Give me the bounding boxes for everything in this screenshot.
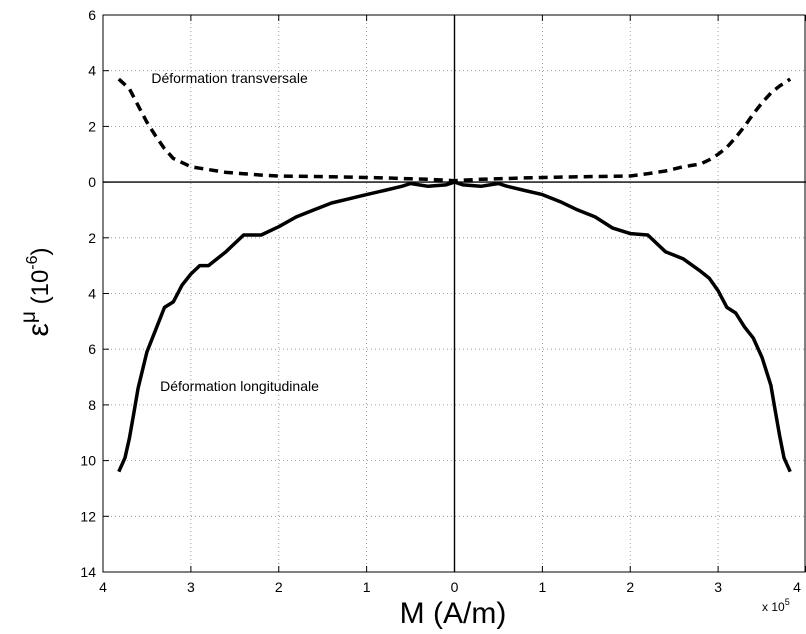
x-tick-label: 2 (626, 579, 634, 595)
y-tick-label: 12 (80, 508, 96, 524)
y-axis-symbol: ε (22, 323, 55, 336)
y-axis-title: εμ (10-6) (17, 247, 55, 336)
y-tick-label: 4 (88, 63, 96, 79)
tick-marks (102, 14, 806, 573)
x-tick-label: 3 (187, 579, 195, 595)
x-tick-label: 1 (538, 579, 546, 595)
x-tick-label: 4 (793, 579, 801, 595)
longitudinal-series-line (117, 180, 792, 473)
x-axis-title: M (A/m) (400, 597, 507, 630)
y-axis-tick-labels: 6 4 2 0 2 4 6 8 10 12 14 (80, 7, 96, 580)
x-axis-multiplier: x 105 (762, 597, 790, 614)
annotation-label: Déformation transversale (151, 70, 308, 86)
y-axis-unit-exponent: -6 (24, 255, 41, 269)
series-lines (117, 77, 792, 473)
annotations: Déformation transversale Déformation long… (151, 70, 319, 394)
y-tick-label: 8 (88, 397, 96, 413)
x-tick-label: 3 (714, 579, 722, 595)
y-axis-unit-close: ) (27, 247, 54, 255)
y-tick-label: 2 (88, 230, 96, 246)
y-axis-superscript: μ (17, 311, 40, 323)
x-axis-tick-labels: 4 3 2 1 0 1 2 3 4 (99, 579, 801, 595)
y-tick-label: 6 (88, 7, 96, 23)
y-tick-label: 14 (80, 564, 96, 580)
x-tick-label: 0 (451, 579, 459, 595)
x-tick-label: 1 (363, 579, 371, 595)
y-tick-label: 10 (80, 453, 96, 469)
y-axis-unit-open: (10 (27, 270, 54, 305)
y-tick-label: 0 (88, 174, 96, 190)
x-tick-label: 2 (275, 579, 283, 595)
x-multiplier-base: x 10 (762, 600, 785, 614)
y-tick-label: 2 (88, 118, 96, 134)
annotation-label: Déformation longitudinale (160, 378, 319, 394)
x-tick-label: 4 (99, 579, 107, 595)
y-tick-label: 6 (88, 341, 96, 357)
x-multiplier-exponent: 5 (785, 597, 790, 607)
transversal-series-line (117, 77, 792, 183)
y-tick-label: 4 (88, 286, 96, 302)
y-axis-unit-prefix (27, 304, 54, 311)
